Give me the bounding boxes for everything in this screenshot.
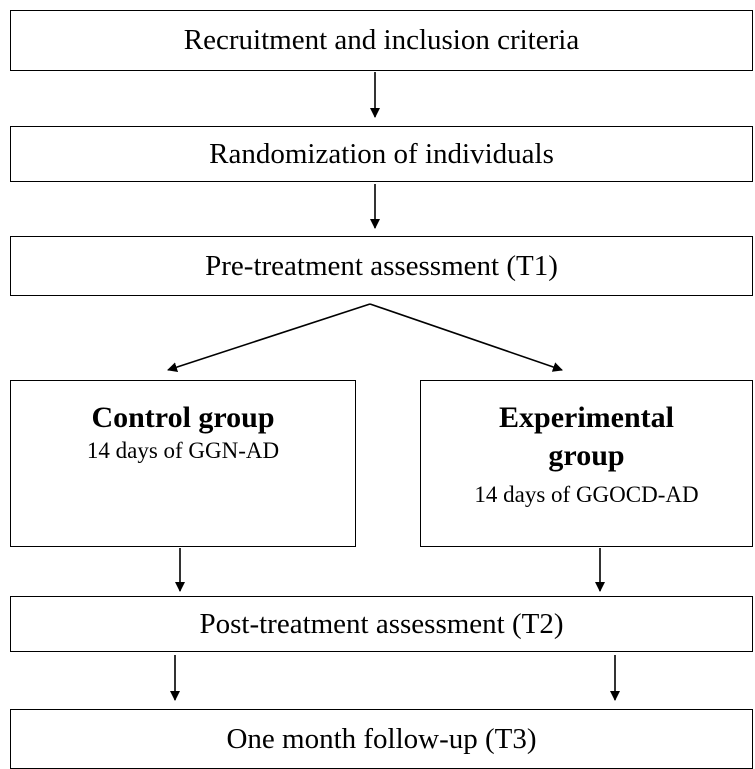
node-box: Control group 14 days of GGN-AD [10,380,356,547]
node-box: One month follow-up (T3) [10,709,753,769]
node-box: Post-treatment assessment (T2) [10,596,753,652]
node-label: 14 days of GGOCD-AD [474,482,699,507]
node-label: Pre-treatment assessment (T1) [205,249,558,282]
node-box: Randomization of individuals [10,126,753,182]
node-title: Experimental group [499,401,674,472]
node-box: Experimental group 14 days of GGOCD-AD [420,380,753,547]
node-label: Post-treatment assessment (T2) [199,607,564,640]
node-label: Recruitment and inclusion criteria [183,24,580,56]
node-label: One month follow-up (T3) [226,722,537,755]
arrow [167,303,371,372]
node-box: Recruitment and inclusion criteria [10,10,753,71]
node-label: 14 days of GGN-AD [86,438,280,463]
node-label: Randomization of individuals [209,137,554,170]
arrow [369,303,563,372]
node-box: Pre-treatment assessment (T1) [10,236,753,296]
node-title: Control group [91,401,275,434]
